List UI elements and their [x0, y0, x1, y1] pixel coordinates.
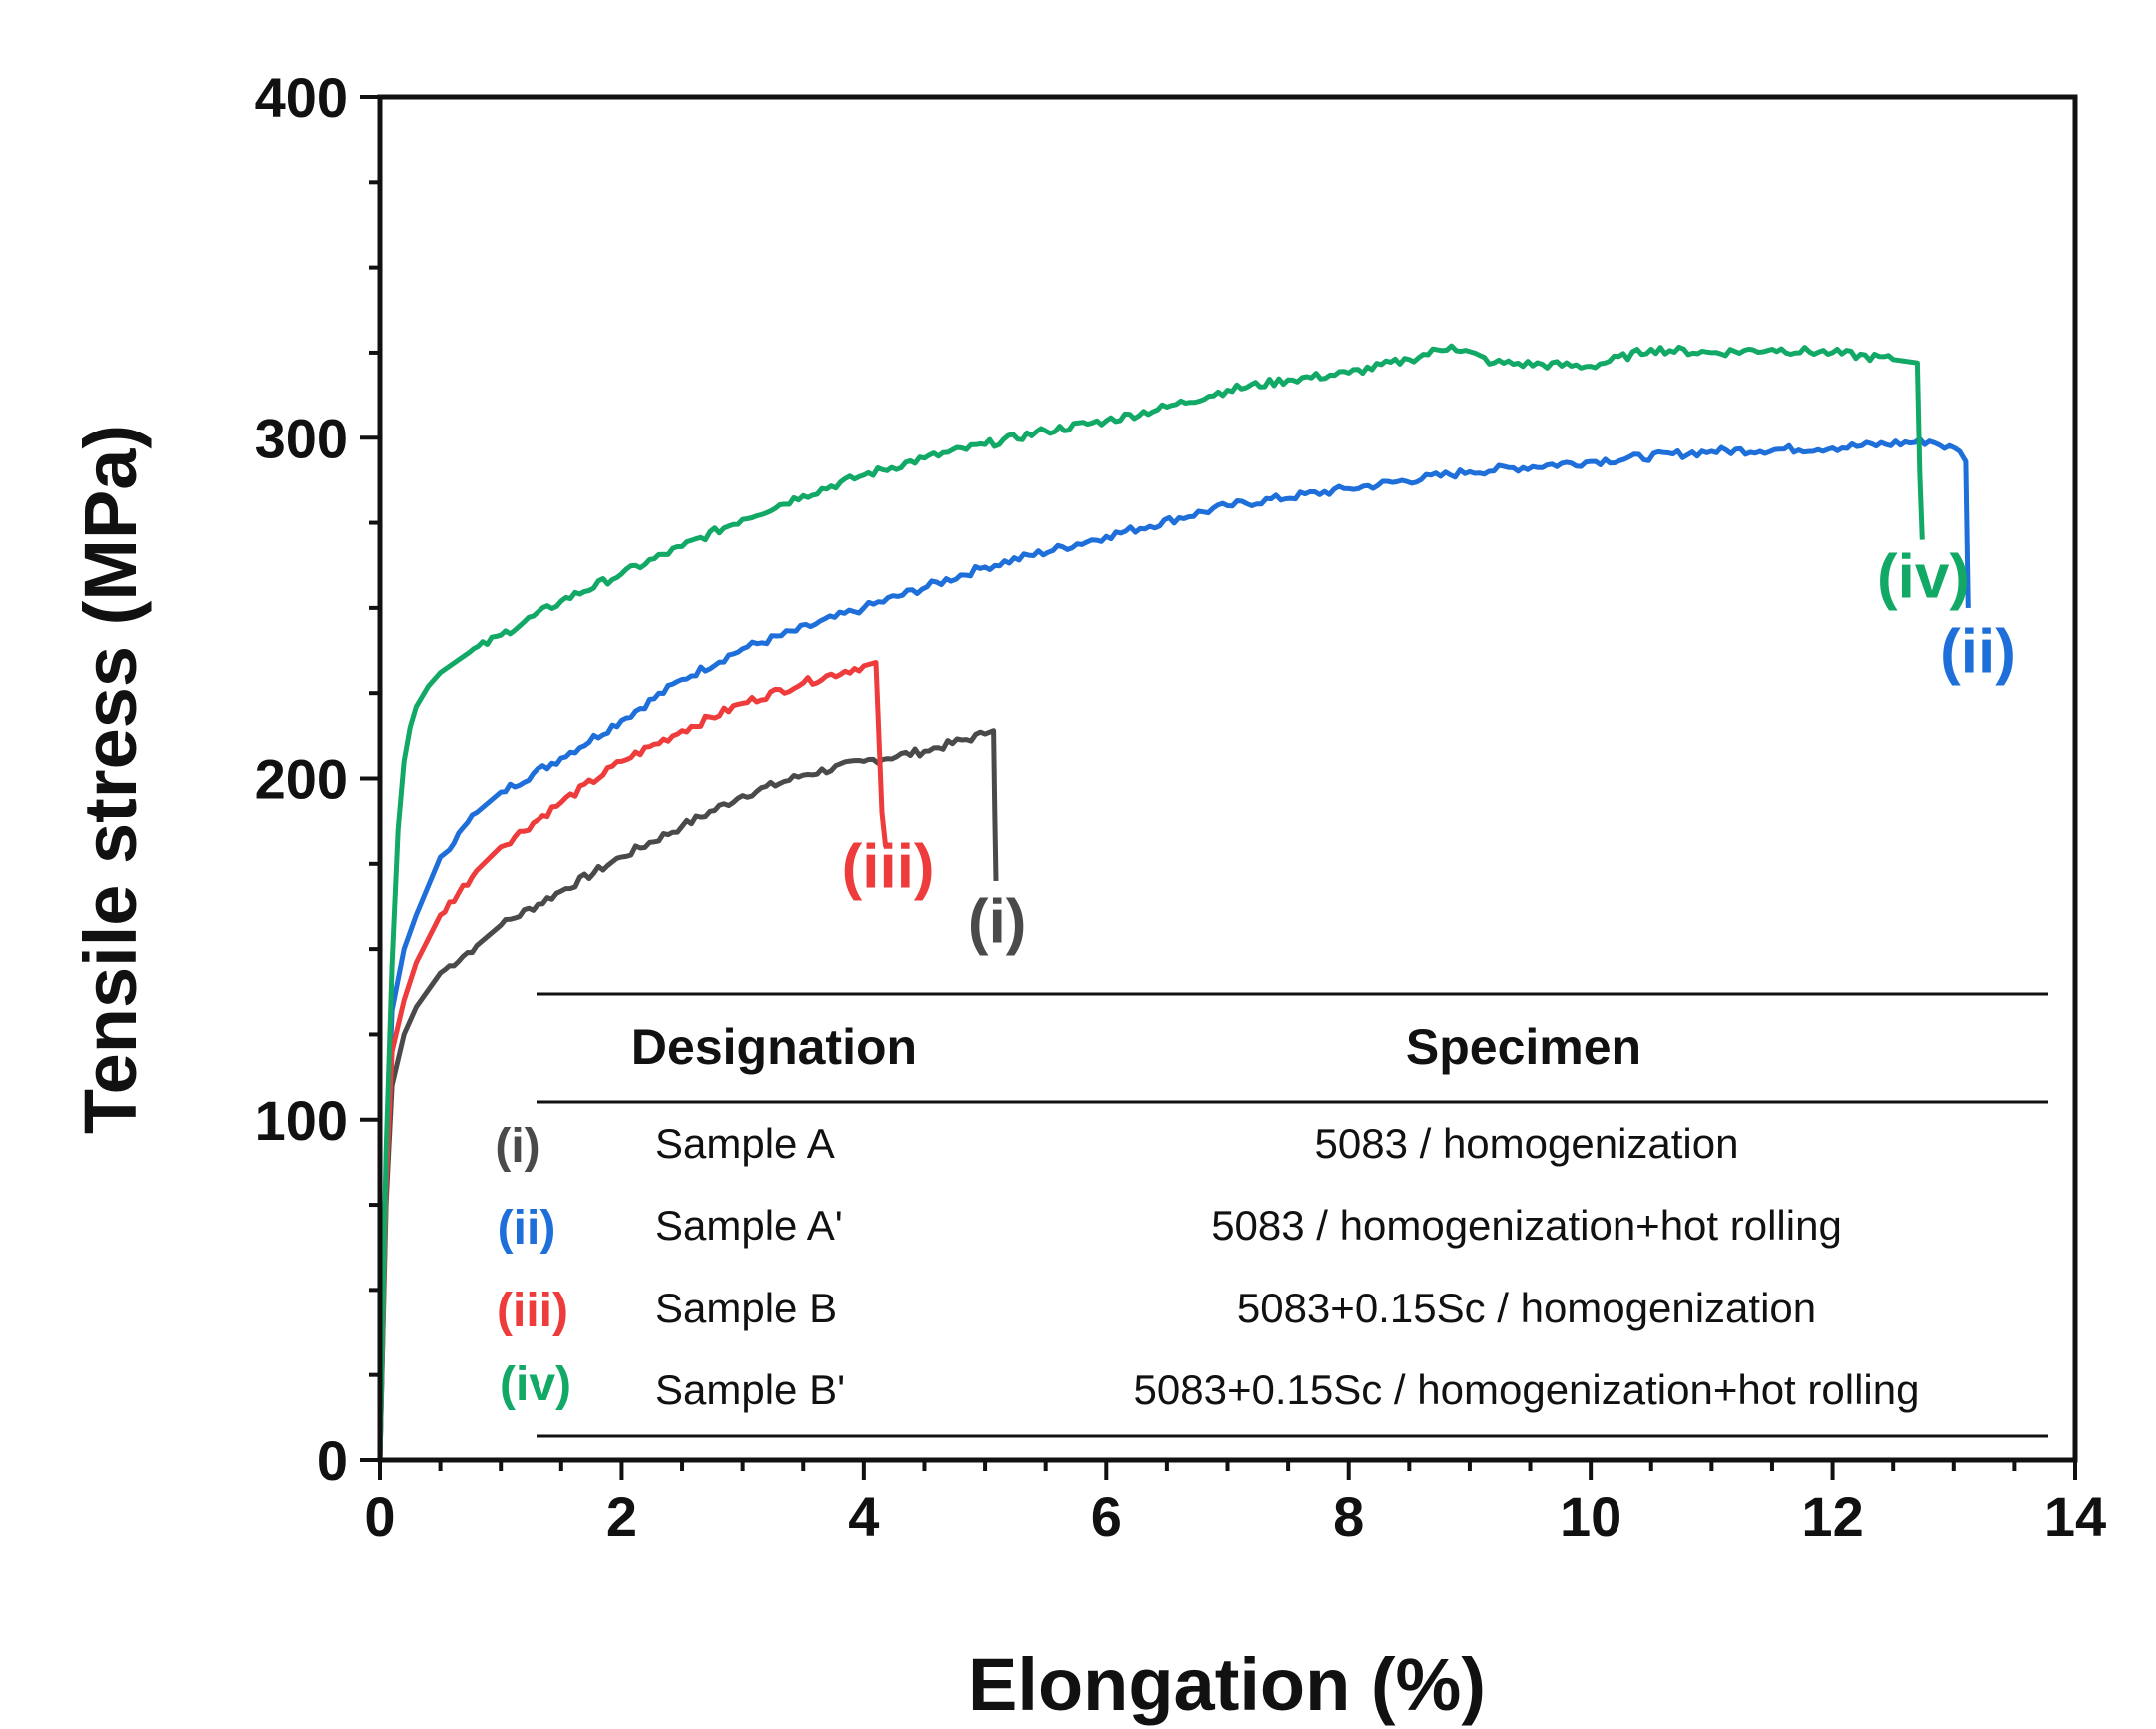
- table-designation: (i): [495, 1120, 539, 1173]
- table-sample: Sample A: [655, 1120, 835, 1167]
- curve-label-iv: (iv): [1877, 543, 1970, 612]
- x-tick-label: 4: [848, 1485, 879, 1548]
- series-line-iii: [377, 660, 889, 1461]
- table-row: (i) Sample A 5083 / homogenization: [495, 1120, 1738, 1173]
- table-specimen: 5083 / homogenization: [1315, 1120, 1739, 1167]
- legend-table: Designation Specimen (i) Sample A 5083 / hom…: [495, 992, 2048, 1438]
- table-specimen: 5083 / homogenization+hot rolling: [1211, 1202, 1842, 1249]
- series-layer: [377, 343, 1971, 1461]
- curve-labels: (i) (ii) (iii) (iv): [842, 543, 2016, 957]
- tick-layer: 0 2 4 6 8 10 12 14 0 100 200 300 400: [255, 66, 2107, 1548]
- table-row: (iii) Sample B 5083+0.15Sc / homogenizatio…: [497, 1285, 1816, 1337]
- table-designation: (iv): [500, 1358, 571, 1411]
- series-line-ii: [377, 435, 1971, 1461]
- table-specimen: 5083+0.15Sc / homogenization+hot rolling: [1134, 1366, 1920, 1413]
- curve-label-i: (i): [968, 887, 1027, 956]
- y-tick-label: 400: [255, 66, 348, 129]
- table-header-designation: Designation: [631, 1019, 917, 1075]
- x-tick-label: 10: [1560, 1485, 1621, 1548]
- x-axis-title: Elongation (%): [968, 1643, 1486, 1726]
- x-tick-label: 0: [364, 1485, 395, 1548]
- curve-label-ii: (ii): [1940, 618, 2016, 687]
- y-tick-label: 100: [255, 1089, 348, 1152]
- series-line-iv: [377, 343, 1925, 1461]
- table-header-specimen: Specimen: [1406, 1019, 1641, 1075]
- y-tick-label: 300: [255, 407, 348, 469]
- table-designation: (ii): [498, 1202, 556, 1255]
- x-tick-label: 2: [606, 1485, 637, 1548]
- curve-label-iii: (iii): [842, 833, 935, 902]
- table-row: (iv) Sample B' 5083+0.15Sc / homogenizatio…: [500, 1358, 1919, 1413]
- y-tick-label: 200: [255, 748, 348, 811]
- table-sample: Sample B: [655, 1285, 837, 1331]
- x-tick-label: 14: [2044, 1485, 2106, 1548]
- x-tick-label: 12: [1801, 1485, 1863, 1548]
- table-sample: Sample A': [655, 1202, 843, 1249]
- y-tick-label: 0: [317, 1429, 348, 1492]
- series-line-i: [377, 728, 999, 1461]
- table-sample: Sample B': [655, 1366, 845, 1413]
- plot-frame: [377, 94, 2078, 1463]
- table-row: (ii) Sample A' 5083 / homogenization+hot r…: [498, 1202, 1842, 1255]
- y-axis-title: Tensile stress (MPa): [69, 425, 152, 1134]
- table-designation: (iii): [497, 1285, 568, 1337]
- table-specimen: 5083+0.15Sc / homogenization: [1237, 1285, 1816, 1331]
- x-tick-label: 8: [1333, 1485, 1364, 1548]
- x-tick-label: 6: [1091, 1485, 1122, 1548]
